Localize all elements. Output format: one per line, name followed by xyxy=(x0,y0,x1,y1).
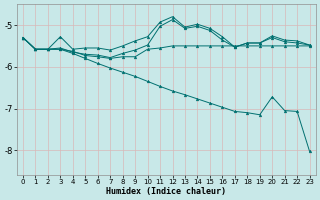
X-axis label: Humidex (Indice chaleur): Humidex (Indice chaleur) xyxy=(106,187,226,196)
